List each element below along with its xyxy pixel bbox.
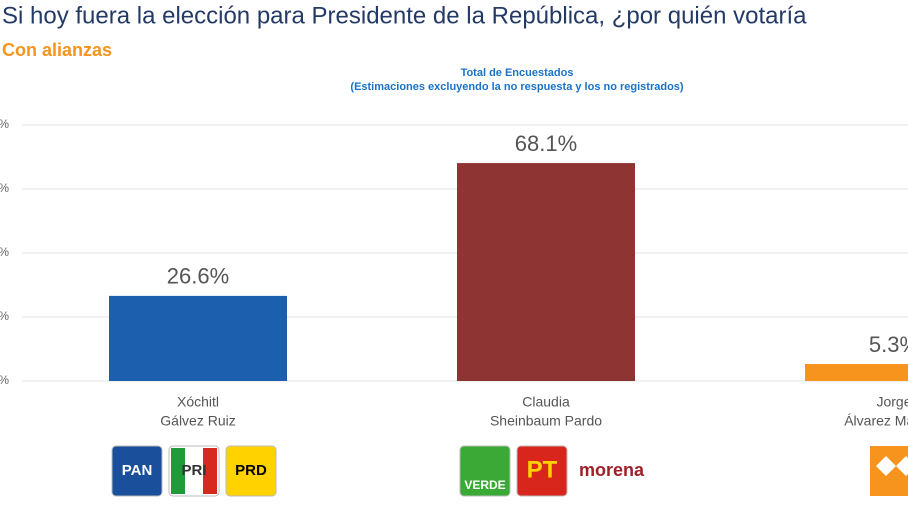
y-tick-label: 80% bbox=[0, 117, 9, 131]
x-tick-label: Claudia bbox=[522, 394, 570, 410]
x-tick-label: Álvarez Máynez bbox=[844, 413, 908, 429]
party-logo-text: PRI bbox=[181, 462, 206, 479]
x-tick-label: Xóchitl bbox=[177, 394, 219, 410]
page-subtitle: Con alianzas bbox=[2, 40, 112, 60]
party-logo-text: VERDE bbox=[464, 478, 505, 492]
party-logo-text: PT bbox=[527, 456, 558, 483]
party-logo bbox=[516, 445, 568, 497]
bar bbox=[805, 364, 908, 381]
y-tick-label: 40% bbox=[0, 245, 9, 259]
value-label: 68.1% bbox=[515, 131, 577, 156]
value-label: 5.3% bbox=[869, 332, 908, 357]
party-logo-text: PRD bbox=[235, 462, 267, 479]
party-logo bbox=[111, 445, 163, 497]
mc-logo bbox=[870, 446, 908, 496]
party-logo bbox=[225, 445, 277, 497]
party-logo-stripe bbox=[203, 448, 217, 494]
y-tick-label: 60% bbox=[0, 181, 9, 195]
page-title: Si hoy fuera la elección para Presidente… bbox=[2, 2, 807, 29]
bar bbox=[457, 163, 635, 381]
x-tick-label: Gálvez Ruiz bbox=[160, 413, 235, 429]
party-logo bbox=[459, 445, 511, 497]
chart-title: Total de Encuestados bbox=[461, 67, 574, 79]
party-logo-text: PAN bbox=[122, 462, 153, 479]
x-tick-label: Jorge bbox=[876, 394, 908, 410]
party-logo-text: morena bbox=[579, 460, 645, 480]
value-label: 26.6% bbox=[167, 264, 229, 289]
y-tick-label: 20% bbox=[0, 309, 9, 323]
y-tick-label: 0% bbox=[0, 373, 9, 387]
bar bbox=[109, 295, 287, 381]
chart-subtitle: (Estimaciones excluyendo la no respuesta… bbox=[350, 81, 683, 93]
party-logo-stripe bbox=[171, 448, 185, 494]
x-tick-label: Sheinbaum Pardo bbox=[490, 413, 602, 429]
